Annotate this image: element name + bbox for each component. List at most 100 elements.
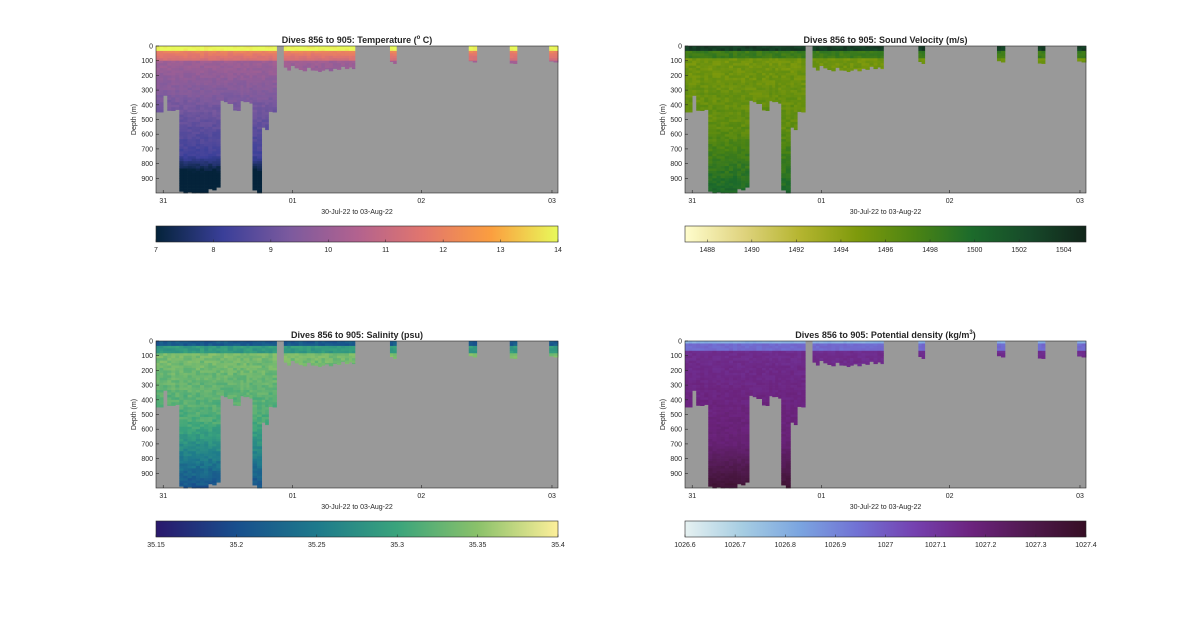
heatmap-cell (700, 372, 705, 376)
heatmap-cell (708, 168, 713, 172)
heatmap-cell (692, 360, 697, 364)
heatmap-cell (175, 85, 180, 88)
heatmap-cell (815, 58, 820, 61)
heatmap-cell (306, 345, 312, 349)
heatmap-cell (761, 50, 766, 54)
heatmap-cell (720, 168, 726, 172)
heatmap-cell (159, 385, 164, 388)
heatmap-cell (781, 63, 787, 66)
heatmap-cell (733, 65, 738, 69)
heatmap-cell (839, 68, 844, 71)
heatmap-cell (716, 166, 721, 169)
heatmap-cell (227, 394, 234, 398)
heatmap-cell (187, 139, 193, 142)
heatmap-cell (227, 360, 234, 364)
heatmap-cell (216, 156, 221, 159)
heatmap-cell (233, 365, 238, 369)
heatmap-cell (208, 136, 213, 140)
heatmap-cell (212, 188, 217, 191)
colorbar-tick-label: 1498 (922, 247, 938, 254)
heatmap-cell (187, 402, 193, 405)
heatmap-cell (785, 63, 791, 66)
heatmap-cell (252, 353, 258, 356)
heatmap-cell (785, 163, 791, 167)
heatmap-cell (272, 367, 277, 371)
heatmap-cell (191, 183, 197, 186)
heatmap-cell (712, 443, 717, 447)
heatmap-cell (351, 360, 356, 364)
heatmap-cell (191, 470, 197, 474)
heatmap-cell (708, 419, 713, 423)
heatmap-cell (179, 402, 184, 405)
heatmap-cell (741, 141, 746, 145)
heatmap-cell (159, 95, 164, 98)
heatmap-cell (199, 385, 205, 388)
heatmap-cell (204, 343, 209, 347)
heatmap-cell (212, 156, 217, 159)
heatmap-cell (737, 102, 742, 106)
heatmap-cell (216, 394, 221, 398)
heatmap-cell (772, 82, 776, 86)
heatmap-cell (846, 53, 851, 57)
heatmap-cell (179, 355, 184, 359)
heatmap-cell (857, 68, 862, 71)
heatmap-cell (272, 348, 277, 352)
heatmap-cell (815, 53, 820, 57)
heatmap-cell (204, 367, 209, 371)
heatmap-cell (704, 358, 709, 361)
heatmap-cell (785, 180, 791, 184)
heatmap-cell (716, 372, 721, 376)
heatmap-cell (712, 112, 717, 115)
heatmap-cell (163, 53, 168, 57)
heatmap-cell (790, 109, 795, 113)
heatmap-cell (700, 104, 705, 108)
heatmap-cell (208, 153, 213, 157)
heatmap-cell (294, 343, 300, 347)
heatmap-cell (553, 355, 559, 358)
heatmap-cell (996, 55, 1002, 59)
heatmap-cell (513, 358, 518, 359)
heatmap-cell (204, 107, 209, 110)
heatmap-cell (724, 436, 730, 440)
heatmap-cell (745, 148, 750, 152)
heatmap-cell (212, 412, 217, 415)
heatmap-cell (167, 380, 172, 383)
heatmap-cell (688, 358, 693, 361)
heatmap-cell (688, 370, 693, 374)
heatmap-cell (720, 358, 726, 361)
heatmap-cell (724, 163, 730, 167)
heatmap-cell (175, 394, 180, 398)
heatmap-cell (351, 65, 356, 69)
heatmap-cell (877, 55, 881, 59)
heatmap-cell (212, 50, 217, 54)
heatmap-cell (688, 63, 693, 66)
heatmap-cell (191, 92, 197, 96)
heatmap-cell (724, 161, 730, 164)
heatmap-cell (781, 117, 787, 120)
heatmap-cell (208, 363, 213, 366)
heatmap-cell (797, 72, 802, 76)
heatmap-cell (720, 92, 726, 96)
heatmap-cell (348, 60, 353, 64)
heatmap-cell (716, 121, 721, 125)
heatmap-cell (156, 394, 160, 398)
heatmap-cell (171, 109, 176, 111)
heatmap-cell (243, 377, 247, 381)
heatmap-cell (212, 183, 217, 186)
heatmap-cell (257, 439, 263, 442)
heatmap-cell (318, 68, 322, 71)
heatmap-cell (233, 82, 238, 86)
heatmap-cell (179, 50, 184, 54)
heatmap-cell (324, 65, 330, 69)
heatmap-cell (249, 72, 253, 76)
heatmap-cell (778, 65, 782, 69)
heatmap-cell (252, 470, 258, 474)
heatmap-cell (167, 377, 172, 381)
heatmap-cell (243, 365, 247, 369)
heatmap-cell (733, 82, 738, 86)
heatmap-cell (302, 70, 308, 72)
heatmap-cell (159, 355, 164, 359)
heatmap-cell (716, 436, 721, 440)
heatmap-cell (261, 126, 266, 128)
heatmap-cell (716, 63, 721, 66)
